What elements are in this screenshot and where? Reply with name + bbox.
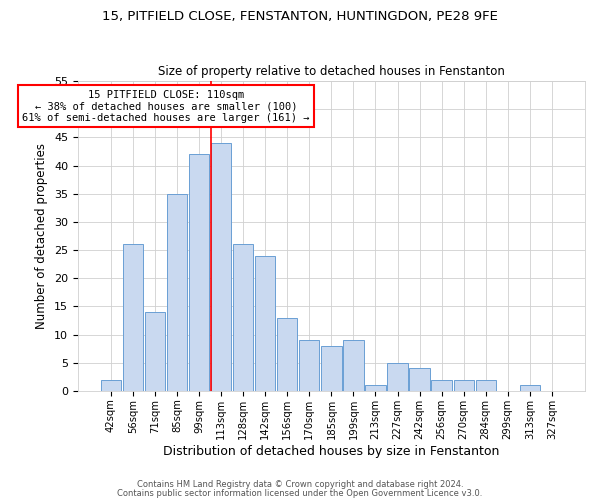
Bar xyxy=(233,244,253,391)
Bar xyxy=(476,380,496,391)
Text: Contains HM Land Registry data © Crown copyright and database right 2024.: Contains HM Land Registry data © Crown c… xyxy=(137,480,463,489)
Bar xyxy=(101,380,121,391)
Bar xyxy=(167,194,187,391)
Bar xyxy=(520,386,540,391)
Bar xyxy=(255,256,275,391)
Bar xyxy=(454,380,474,391)
Bar xyxy=(321,346,341,391)
Text: 15, PITFIELD CLOSE, FENSTANTON, HUNTINGDON, PE28 9FE: 15, PITFIELD CLOSE, FENSTANTON, HUNTINGD… xyxy=(102,10,498,23)
Bar xyxy=(277,318,298,391)
Bar xyxy=(189,154,209,391)
Bar xyxy=(365,386,386,391)
Bar xyxy=(299,340,319,391)
Text: 15 PITFIELD CLOSE: 110sqm
← 38% of detached houses are smaller (100)
61% of semi: 15 PITFIELD CLOSE: 110sqm ← 38% of detac… xyxy=(22,90,310,122)
Bar xyxy=(431,380,452,391)
X-axis label: Distribution of detached houses by size in Fenstanton: Distribution of detached houses by size … xyxy=(163,444,500,458)
Text: Contains public sector information licensed under the Open Government Licence v3: Contains public sector information licen… xyxy=(118,489,482,498)
Bar xyxy=(388,363,407,391)
Bar xyxy=(343,340,364,391)
Bar xyxy=(211,143,232,391)
Bar xyxy=(123,244,143,391)
Y-axis label: Number of detached properties: Number of detached properties xyxy=(35,143,49,329)
Bar xyxy=(145,312,165,391)
Bar xyxy=(409,368,430,391)
Title: Size of property relative to detached houses in Fenstanton: Size of property relative to detached ho… xyxy=(158,66,505,78)
